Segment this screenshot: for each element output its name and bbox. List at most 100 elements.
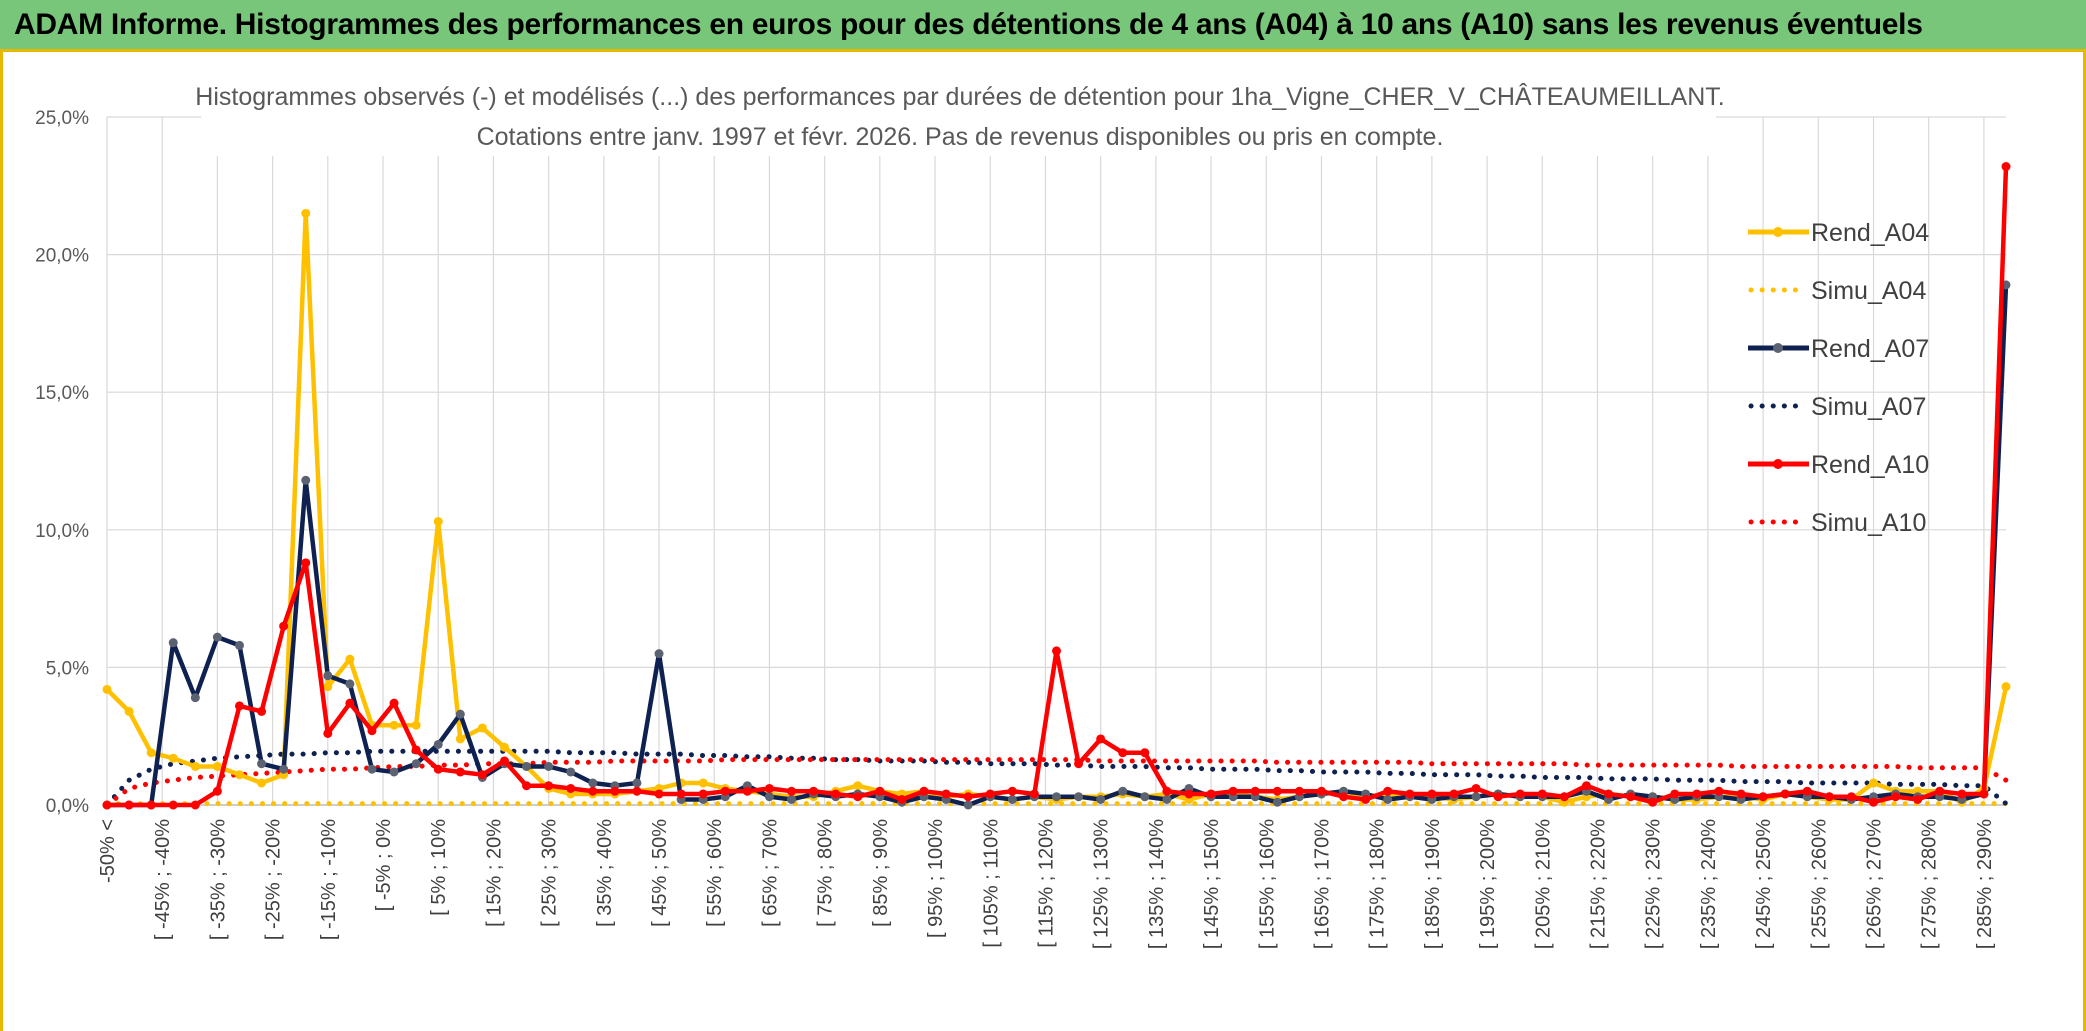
data-point xyxy=(566,783,576,793)
data-point xyxy=(477,723,487,733)
data-point xyxy=(301,475,311,485)
x-tick-label: [ 275% ; 280% xyxy=(1919,819,1941,949)
data-point xyxy=(1891,792,1901,802)
series-line xyxy=(104,748,2009,808)
data-point xyxy=(610,786,620,796)
data-point xyxy=(1758,792,1768,802)
data-point xyxy=(102,684,112,694)
data-point xyxy=(566,767,576,777)
data-point xyxy=(1029,789,1039,799)
series-rend-a10 xyxy=(102,162,2011,810)
x-tick-label: [ 85% ; 90% xyxy=(870,819,892,927)
data-point xyxy=(455,767,465,777)
series-simu-a10 xyxy=(104,757,2009,808)
data-point xyxy=(544,761,554,771)
data-point xyxy=(168,638,178,648)
data-point xyxy=(632,786,642,796)
performance-histogram-chart: 0,0% 5,0% 10,0% 15,0% 20,0% 25,0% -50% < [ -45… xyxy=(35,68,2011,949)
data-point xyxy=(1272,786,1282,796)
x-tick-label: [ 115% ; 120% xyxy=(1035,819,1057,948)
data-point xyxy=(234,770,244,780)
data-point xyxy=(190,761,200,771)
data-point xyxy=(367,726,377,736)
data-point xyxy=(323,671,333,681)
data-point xyxy=(853,792,863,802)
y-axis-ticks: 0,0% 5,0% 10,0% 15,0% 20,0% 25,0% xyxy=(35,108,89,817)
data-point xyxy=(389,720,399,730)
x-tick-label: [ 185% ; 190% xyxy=(1422,819,1444,949)
data-point xyxy=(499,756,509,766)
legend-marker xyxy=(1773,459,1783,469)
data-point xyxy=(588,786,598,796)
page-title: ADAM Informe. Histogrammes des performan… xyxy=(14,8,1923,41)
x-tick-label: [ 195% ; 200% xyxy=(1477,819,1499,949)
data-point xyxy=(433,517,443,527)
x-tick-label: [ 285% ; 290% xyxy=(1974,819,1996,949)
data-point xyxy=(1648,797,1658,807)
x-tick-label: [ 145% ; 150% xyxy=(1201,819,1223,949)
x-tick-label: [ 165% ; 170% xyxy=(1311,819,1333,949)
data-point xyxy=(389,698,399,708)
data-point xyxy=(345,679,355,689)
data-point xyxy=(2001,162,2011,172)
data-point xyxy=(212,786,222,796)
data-point xyxy=(367,764,377,774)
data-point xyxy=(1869,797,1879,807)
data-point xyxy=(1074,759,1084,769)
data-point xyxy=(146,800,156,810)
data-point xyxy=(1118,748,1128,758)
x-tick-label: [ 65% ; 70% xyxy=(759,819,781,927)
data-point xyxy=(1383,786,1393,796)
data-point xyxy=(1339,792,1349,802)
data-point xyxy=(1272,797,1282,807)
data-point xyxy=(1626,792,1636,802)
x-tick-label: [ 35% ; 40% xyxy=(594,819,616,927)
data-point xyxy=(720,786,730,796)
chart-subtitle-line1: Histogrammes observés (-) et modélisés (… xyxy=(195,82,1724,111)
data-point xyxy=(1007,786,1017,796)
data-point xyxy=(279,621,289,631)
data-point xyxy=(985,789,995,799)
legend-label: Simu_A07 xyxy=(1811,393,1926,421)
data-point xyxy=(1471,783,1481,793)
data-point xyxy=(853,781,863,791)
x-tick-label: [ 175% ; 180% xyxy=(1367,819,1389,949)
data-point xyxy=(698,778,708,788)
data-point xyxy=(522,761,532,771)
y-tick-label: 25,0% xyxy=(35,108,89,129)
data-point xyxy=(455,734,465,744)
data-point xyxy=(2001,682,2011,692)
x-tick-label: [ -15% ; -10% xyxy=(318,819,340,940)
data-point xyxy=(632,778,642,788)
data-point xyxy=(875,786,885,796)
data-point xyxy=(1096,734,1106,744)
data-point xyxy=(1140,748,1150,758)
data-point xyxy=(124,800,134,810)
x-tick-label: [ 205% ; 210% xyxy=(1532,819,1554,949)
x-tick-label: [ 245% ; 250% xyxy=(1753,819,1775,949)
y-tick-label: 5,0% xyxy=(46,658,89,679)
data-point xyxy=(1162,786,1172,796)
data-point xyxy=(1736,789,1746,799)
data-point xyxy=(1206,789,1216,799)
data-point xyxy=(455,709,465,719)
data-point xyxy=(279,764,289,774)
data-point xyxy=(676,789,686,799)
data-point xyxy=(1052,646,1061,656)
data-point xyxy=(433,764,443,774)
data-point xyxy=(257,759,267,769)
data-point xyxy=(499,742,509,752)
data-point xyxy=(1670,789,1680,799)
data-point xyxy=(1250,786,1260,796)
data-point xyxy=(168,800,178,810)
data-point xyxy=(411,745,421,755)
y-tick-label: 10,0% xyxy=(35,521,89,542)
data-point xyxy=(168,753,178,763)
series-line xyxy=(104,757,2009,808)
data-point xyxy=(1316,786,1326,796)
data-point xyxy=(1294,786,1304,796)
data-point xyxy=(544,781,554,791)
data-point xyxy=(1449,789,1459,799)
data-point xyxy=(301,558,311,568)
data-point xyxy=(1007,794,1017,804)
